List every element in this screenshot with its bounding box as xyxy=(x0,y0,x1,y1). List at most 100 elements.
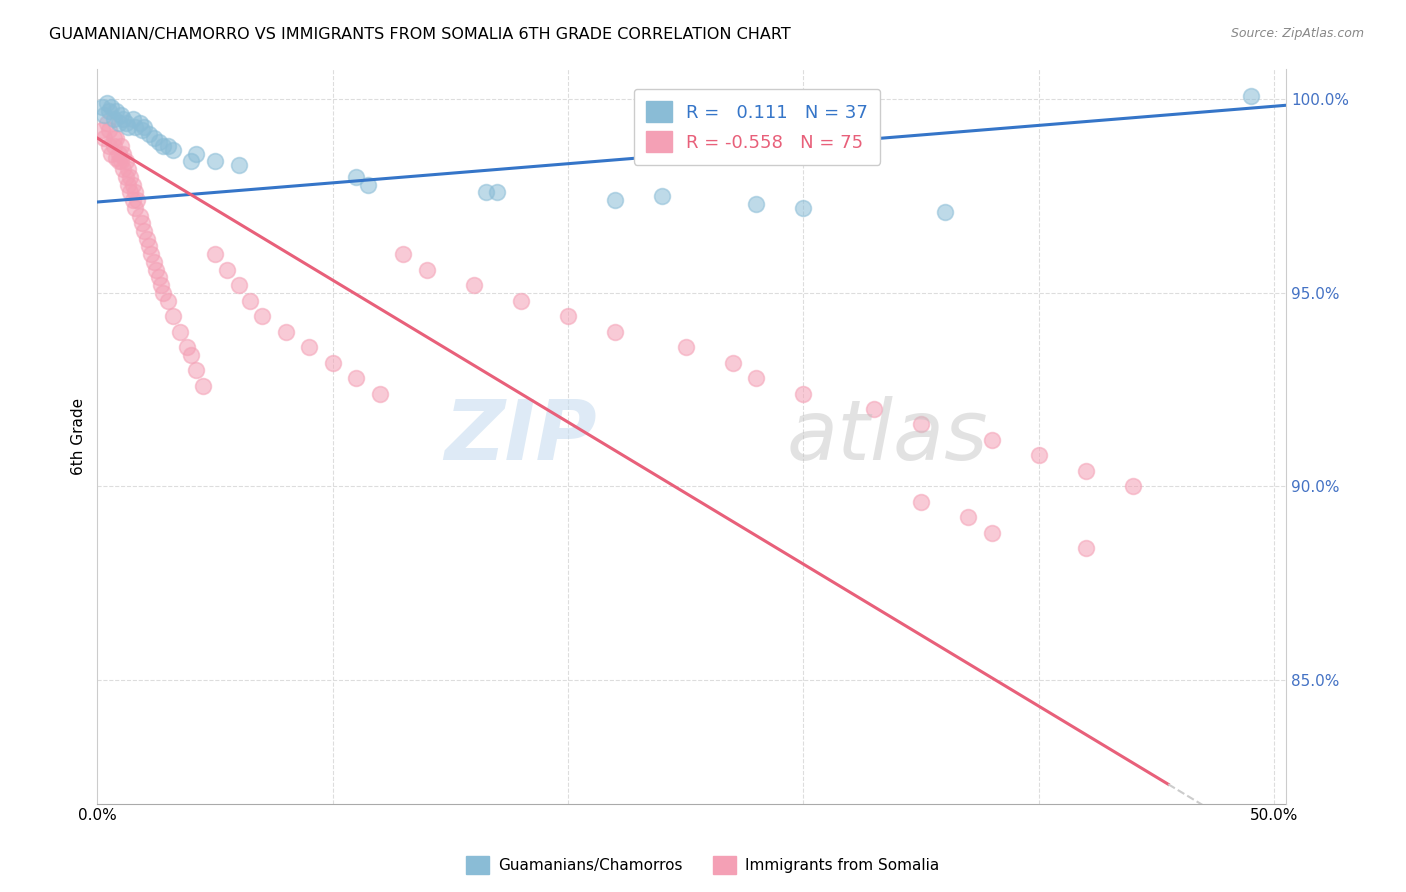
Legend: R =   0.111   N = 37, R = -0.558   N = 75: R = 0.111 N = 37, R = -0.558 N = 75 xyxy=(634,88,880,165)
Point xyxy=(180,154,202,169)
Point xyxy=(148,135,170,149)
Text: Source: ZipAtlas.com: Source: ZipAtlas.com xyxy=(1230,27,1364,40)
Point xyxy=(103,139,125,153)
Point xyxy=(131,216,153,230)
Point xyxy=(110,154,132,169)
Point xyxy=(105,151,128,165)
Point xyxy=(910,495,932,509)
Y-axis label: 6th Grade: 6th Grade xyxy=(72,398,86,475)
Point xyxy=(121,112,143,126)
Text: ZIP: ZIP xyxy=(444,395,596,476)
Point xyxy=(215,262,238,277)
Point xyxy=(557,309,579,323)
Point xyxy=(1074,464,1097,478)
Point xyxy=(98,123,121,137)
Point xyxy=(98,139,121,153)
Point xyxy=(274,325,297,339)
Point xyxy=(138,128,160,142)
Point xyxy=(863,402,886,417)
Point xyxy=(114,169,136,184)
Point xyxy=(93,131,115,145)
Point xyxy=(114,116,136,130)
Point xyxy=(980,525,1002,540)
Point xyxy=(110,139,132,153)
Point xyxy=(605,325,627,339)
Point xyxy=(152,139,174,153)
Point xyxy=(134,120,156,134)
Point xyxy=(957,510,980,524)
Point xyxy=(322,355,344,369)
Point xyxy=(114,154,136,169)
Point xyxy=(100,146,122,161)
Point xyxy=(128,116,150,130)
Point xyxy=(934,204,956,219)
Text: atlas: atlas xyxy=(787,395,988,476)
Point xyxy=(124,120,146,134)
Point xyxy=(357,178,380,192)
Point xyxy=(131,123,153,137)
Point xyxy=(120,186,142,200)
Point xyxy=(142,131,165,145)
Point xyxy=(486,186,509,200)
Point xyxy=(416,262,439,277)
Point xyxy=(239,293,262,308)
Point xyxy=(156,139,179,153)
Point xyxy=(124,201,146,215)
Point xyxy=(204,247,226,261)
Point xyxy=(145,262,167,277)
Point xyxy=(121,193,143,207)
Point xyxy=(93,108,115,122)
Point xyxy=(792,201,814,215)
Point xyxy=(745,371,768,385)
Point xyxy=(117,178,139,192)
Point xyxy=(152,285,174,300)
Point xyxy=(107,116,129,130)
Point xyxy=(675,340,697,354)
Point xyxy=(156,293,179,308)
Point xyxy=(142,255,165,269)
Point xyxy=(250,309,273,323)
Point xyxy=(117,162,139,177)
Point xyxy=(128,209,150,223)
Point xyxy=(112,112,135,126)
Point xyxy=(162,309,184,323)
Point xyxy=(91,100,114,114)
Point xyxy=(124,186,146,200)
Point xyxy=(193,378,215,392)
Point xyxy=(91,123,114,137)
Text: GUAMANIAN/CHAMORRO VS IMMIGRANTS FROM SOMALIA 6TH GRADE CORRELATION CHART: GUAMANIAN/CHAMORRO VS IMMIGRANTS FROM SO… xyxy=(49,27,792,42)
Point xyxy=(298,340,321,354)
Point xyxy=(141,247,163,261)
Point xyxy=(96,96,118,111)
Point xyxy=(149,278,172,293)
Point xyxy=(100,100,122,114)
Point xyxy=(103,131,125,145)
Point xyxy=(105,104,128,119)
Legend: Guamanians/Chamorros, Immigrants from Somalia: Guamanians/Chamorros, Immigrants from So… xyxy=(460,850,946,880)
Point xyxy=(186,363,208,377)
Point xyxy=(651,189,673,203)
Point xyxy=(605,193,627,207)
Point xyxy=(103,112,125,126)
Point xyxy=(112,146,135,161)
Point xyxy=(135,232,157,246)
Point xyxy=(138,239,160,253)
Point xyxy=(186,146,208,161)
Point xyxy=(127,193,149,207)
Point xyxy=(148,270,170,285)
Point xyxy=(120,169,142,184)
Point xyxy=(98,104,121,119)
Point xyxy=(344,169,367,184)
Point xyxy=(1122,479,1144,493)
Point xyxy=(162,143,184,157)
Point xyxy=(1240,88,1263,103)
Point xyxy=(105,131,128,145)
Point xyxy=(117,120,139,134)
Point xyxy=(792,386,814,401)
Point xyxy=(980,433,1002,447)
Point xyxy=(510,293,533,308)
Point xyxy=(176,340,198,354)
Point xyxy=(910,417,932,432)
Point xyxy=(228,158,250,172)
Point xyxy=(134,224,156,238)
